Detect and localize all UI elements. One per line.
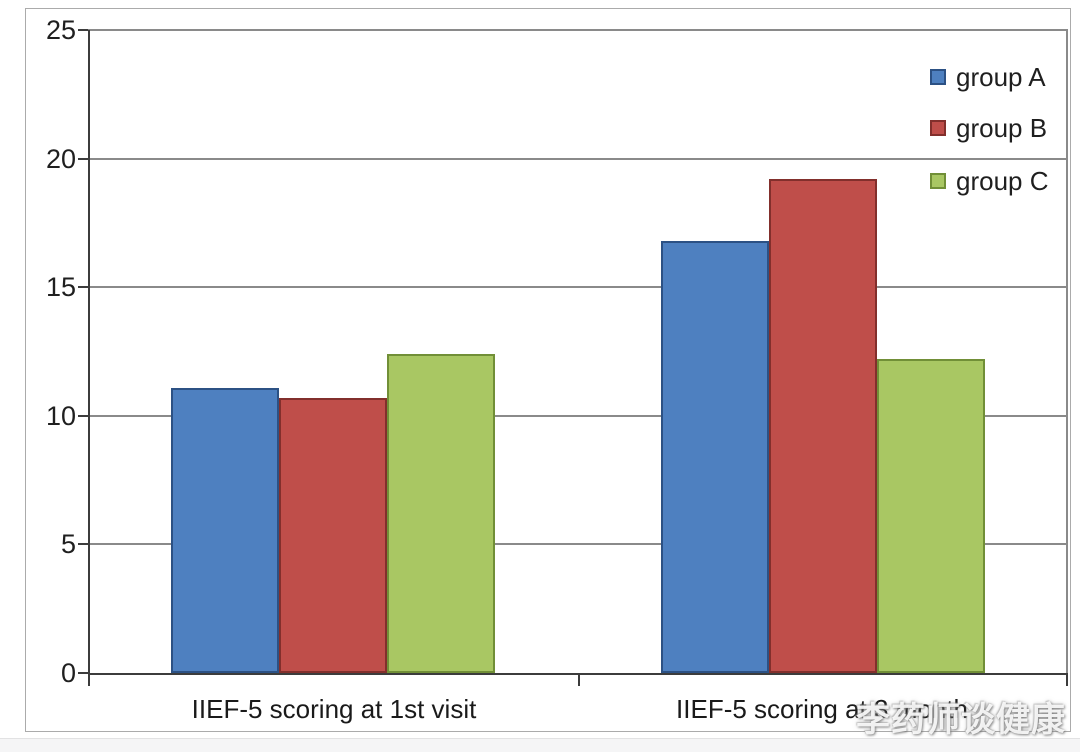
legend-swatch-group-a bbox=[930, 69, 946, 85]
y-tick-label-15: 15 bbox=[45, 272, 76, 303]
plot-right-border bbox=[1066, 30, 1068, 673]
gridline-y5 bbox=[88, 543, 1068, 546]
gridline-y20 bbox=[88, 157, 1068, 160]
bar-group-B-cat2 bbox=[769, 179, 877, 673]
bar-group-A-cat1 bbox=[171, 387, 279, 673]
gridline-y25 bbox=[88, 29, 1068, 31]
category-label-3-month: IIEF-5 scoring at 3 month bbox=[676, 694, 968, 724]
legend-item-group-c: group C bbox=[930, 168, 1049, 194]
y-tick-label-0: 0 bbox=[60, 658, 76, 688]
y-axis-tick-5 bbox=[78, 543, 88, 546]
y-axis-tick-20 bbox=[78, 157, 88, 160]
y-axis-tick-0 bbox=[78, 672, 88, 674]
x-axis-tick-1 bbox=[578, 673, 580, 686]
y-axis-tick-15 bbox=[78, 286, 88, 289]
y-axis-tick-25 bbox=[78, 29, 88, 31]
bar-group-A-cat2 bbox=[661, 240, 769, 673]
gridline-y10 bbox=[88, 414, 1068, 417]
y-tick-label-5: 5 bbox=[60, 529, 76, 560]
x-axis-tick-0 bbox=[88, 673, 90, 686]
legend-label-group-b: group B bbox=[956, 113, 1048, 143]
gridline-y15 bbox=[88, 286, 1068, 289]
y-tick-label-20: 20 bbox=[45, 143, 76, 174]
bottom-strip bbox=[0, 738, 1080, 752]
bar-group-C-cat2 bbox=[877, 359, 985, 673]
legend-item-group-b: group B bbox=[930, 115, 1047, 141]
legend-swatch-group-b bbox=[930, 120, 946, 136]
bar-group-B-cat1 bbox=[279, 397, 387, 673]
y-axis-line bbox=[88, 30, 90, 686]
y-tick-label-10: 10 bbox=[45, 400, 76, 431]
legend-swatch-group-c bbox=[930, 173, 946, 189]
watermark-text: 李药师谈健康 bbox=[856, 701, 1066, 739]
legend-label-group-a: group A bbox=[956, 62, 1046, 92]
category-label-1st-visit: IIEF-5 scoring at 1st visit bbox=[191, 694, 477, 724]
y-axis-tick-10 bbox=[78, 414, 88, 417]
x-axis-tick-2 bbox=[1066, 673, 1068, 686]
legend-label-group-c: group C bbox=[956, 166, 1049, 196]
legend-item-group-a: group A bbox=[930, 64, 1046, 90]
y-tick-label-25: 25 bbox=[45, 15, 76, 45]
bar-group-C-cat1 bbox=[387, 354, 495, 673]
